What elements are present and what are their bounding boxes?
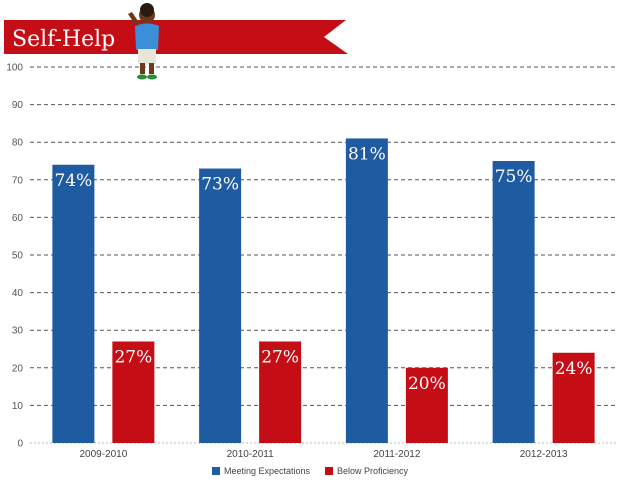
- y-tick-label: 0: [17, 439, 23, 450]
- y-tick-label: 60: [12, 213, 24, 224]
- y-tick-label: 100: [6, 63, 23, 74]
- x-axis-labels: 2009-2010 2010-2011 2011-2012 2012-2013: [79, 449, 568, 460]
- data-label-meeting-expectations: 81%: [348, 144, 386, 164]
- legend-label-below-proficiency: Below Proficiency: [337, 466, 409, 476]
- bar-meeting-expectations: [492, 161, 535, 443]
- legend-label-meeting-expectations: Meeting Expectations: [224, 466, 311, 476]
- bar-below-proficiency: [552, 352, 595, 443]
- data-labels: 74% 27% 73% 27% 81% 20% 75% 24%: [54, 144, 592, 393]
- bars: [52, 138, 595, 443]
- y-tick-label: 90: [12, 100, 24, 111]
- bar-below-proficiency: [405, 367, 448, 443]
- bar-meeting-expectations: [199, 168, 242, 443]
- legend: Meeting Expectations Below Proficiency: [212, 466, 409, 476]
- x-tick-label: 2010-2011: [227, 449, 275, 460]
- data-label-below-proficiency: 24%: [555, 359, 593, 379]
- data-label-below-proficiency: 27%: [261, 347, 299, 367]
- y-tick-label: 10: [12, 401, 24, 412]
- bar-meeting-expectations: [52, 164, 95, 443]
- y-tick-label: 50: [12, 251, 24, 262]
- x-tick-label: 2012-2013: [520, 449, 568, 460]
- title-banner: Self-Help: [4, 20, 348, 54]
- x-tick-label: 2011-2012: [373, 449, 421, 460]
- y-axis-ticks: 0 10 20 30 40 50 60 70 80 90 100: [6, 63, 23, 450]
- y-tick-label: 40: [12, 288, 24, 299]
- data-label-meeting-expectations: 73%: [201, 175, 239, 195]
- bar-meeting-expectations: [345, 138, 388, 443]
- y-tick-label: 20: [12, 363, 24, 374]
- legend-swatch-below-proficiency: [325, 467, 333, 475]
- x-tick-label: 2009-2010: [79, 449, 127, 460]
- data-label-meeting-expectations: 75%: [495, 167, 533, 187]
- y-tick-label: 80: [12, 138, 24, 149]
- title-ribbon: [4, 20, 348, 54]
- chart-title: Self-Help: [12, 27, 115, 52]
- y-tick-label: 70: [12, 175, 24, 186]
- legend-swatch-meeting-expectations: [212, 467, 220, 475]
- bar-below-proficiency: [112, 341, 155, 443]
- bar-below-proficiency: [259, 341, 302, 443]
- data-label-below-proficiency: 20%: [408, 374, 446, 394]
- data-label-below-proficiency: 27%: [114, 347, 152, 367]
- y-tick-label: 30: [12, 326, 24, 337]
- child-figure-icon: [128, 3, 159, 80]
- data-label-meeting-expectations: 74%: [54, 171, 92, 191]
